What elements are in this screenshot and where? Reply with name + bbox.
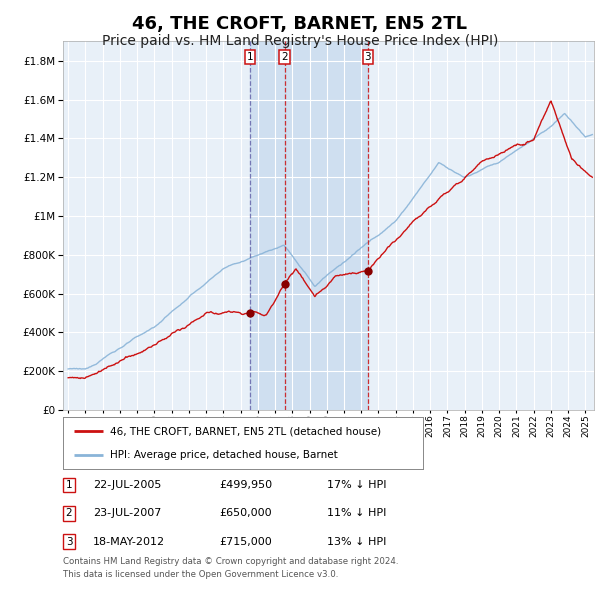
Bar bbox=[250, 41, 284, 410]
Text: 23-JUL-2007: 23-JUL-2007 bbox=[93, 509, 161, 518]
Text: 13% ↓ HPI: 13% ↓ HPI bbox=[327, 537, 386, 546]
Text: 18-MAY-2012: 18-MAY-2012 bbox=[93, 537, 165, 546]
Text: £499,950: £499,950 bbox=[219, 480, 272, 490]
Text: Contains HM Land Registry data © Crown copyright and database right 2024.: Contains HM Land Registry data © Crown c… bbox=[63, 558, 398, 566]
Text: 11% ↓ HPI: 11% ↓ HPI bbox=[327, 509, 386, 518]
Text: 46, THE CROFT, BARNET, EN5 2TL (detached house): 46, THE CROFT, BARNET, EN5 2TL (detached… bbox=[110, 426, 381, 436]
Text: 22-JUL-2005: 22-JUL-2005 bbox=[93, 480, 161, 490]
Text: 2: 2 bbox=[281, 52, 288, 62]
Bar bbox=[284, 41, 368, 410]
Text: HPI: Average price, detached house, Barnet: HPI: Average price, detached house, Barn… bbox=[110, 450, 338, 460]
Text: This data is licensed under the Open Government Licence v3.0.: This data is licensed under the Open Gov… bbox=[63, 571, 338, 579]
Text: Price paid vs. HM Land Registry's House Price Index (HPI): Price paid vs. HM Land Registry's House … bbox=[102, 34, 498, 48]
Text: 46, THE CROFT, BARNET, EN5 2TL: 46, THE CROFT, BARNET, EN5 2TL bbox=[133, 15, 467, 33]
Text: 1: 1 bbox=[65, 480, 73, 490]
Text: 1: 1 bbox=[247, 52, 253, 62]
Text: 3: 3 bbox=[364, 52, 371, 62]
Text: £650,000: £650,000 bbox=[219, 509, 272, 518]
Text: 17% ↓ HPI: 17% ↓ HPI bbox=[327, 480, 386, 490]
Text: 3: 3 bbox=[65, 537, 73, 546]
Text: 2: 2 bbox=[65, 509, 73, 518]
Text: £715,000: £715,000 bbox=[219, 537, 272, 546]
